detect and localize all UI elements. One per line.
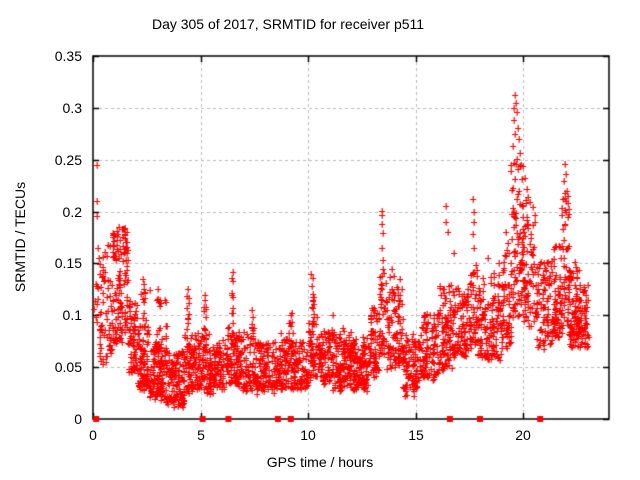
y-tick-label: 0.15	[54, 255, 82, 271]
x-tick-label: 10	[300, 427, 316, 443]
x-tick-label: 20	[515, 427, 531, 443]
y-tick-label: 0.2	[62, 204, 82, 220]
y-tick-label: 0.25	[54, 152, 82, 168]
x-axis-label: GPS time / hours	[266, 454, 374, 470]
y-tick-label: 0	[74, 411, 82, 427]
chart-title: Day 305 of 2017, SRMTID for receiver p51…	[151, 16, 425, 32]
x-tick-label: 0	[89, 427, 97, 443]
y-tick-label: 0.05	[54, 359, 82, 375]
y-tick-label: 0.3	[62, 100, 82, 116]
y-tick-label: 0.35	[54, 48, 82, 64]
y-tick-label: 0.1	[62, 307, 82, 323]
x-tick-label: 15	[408, 427, 424, 443]
x-tick-label: 5	[197, 427, 205, 443]
